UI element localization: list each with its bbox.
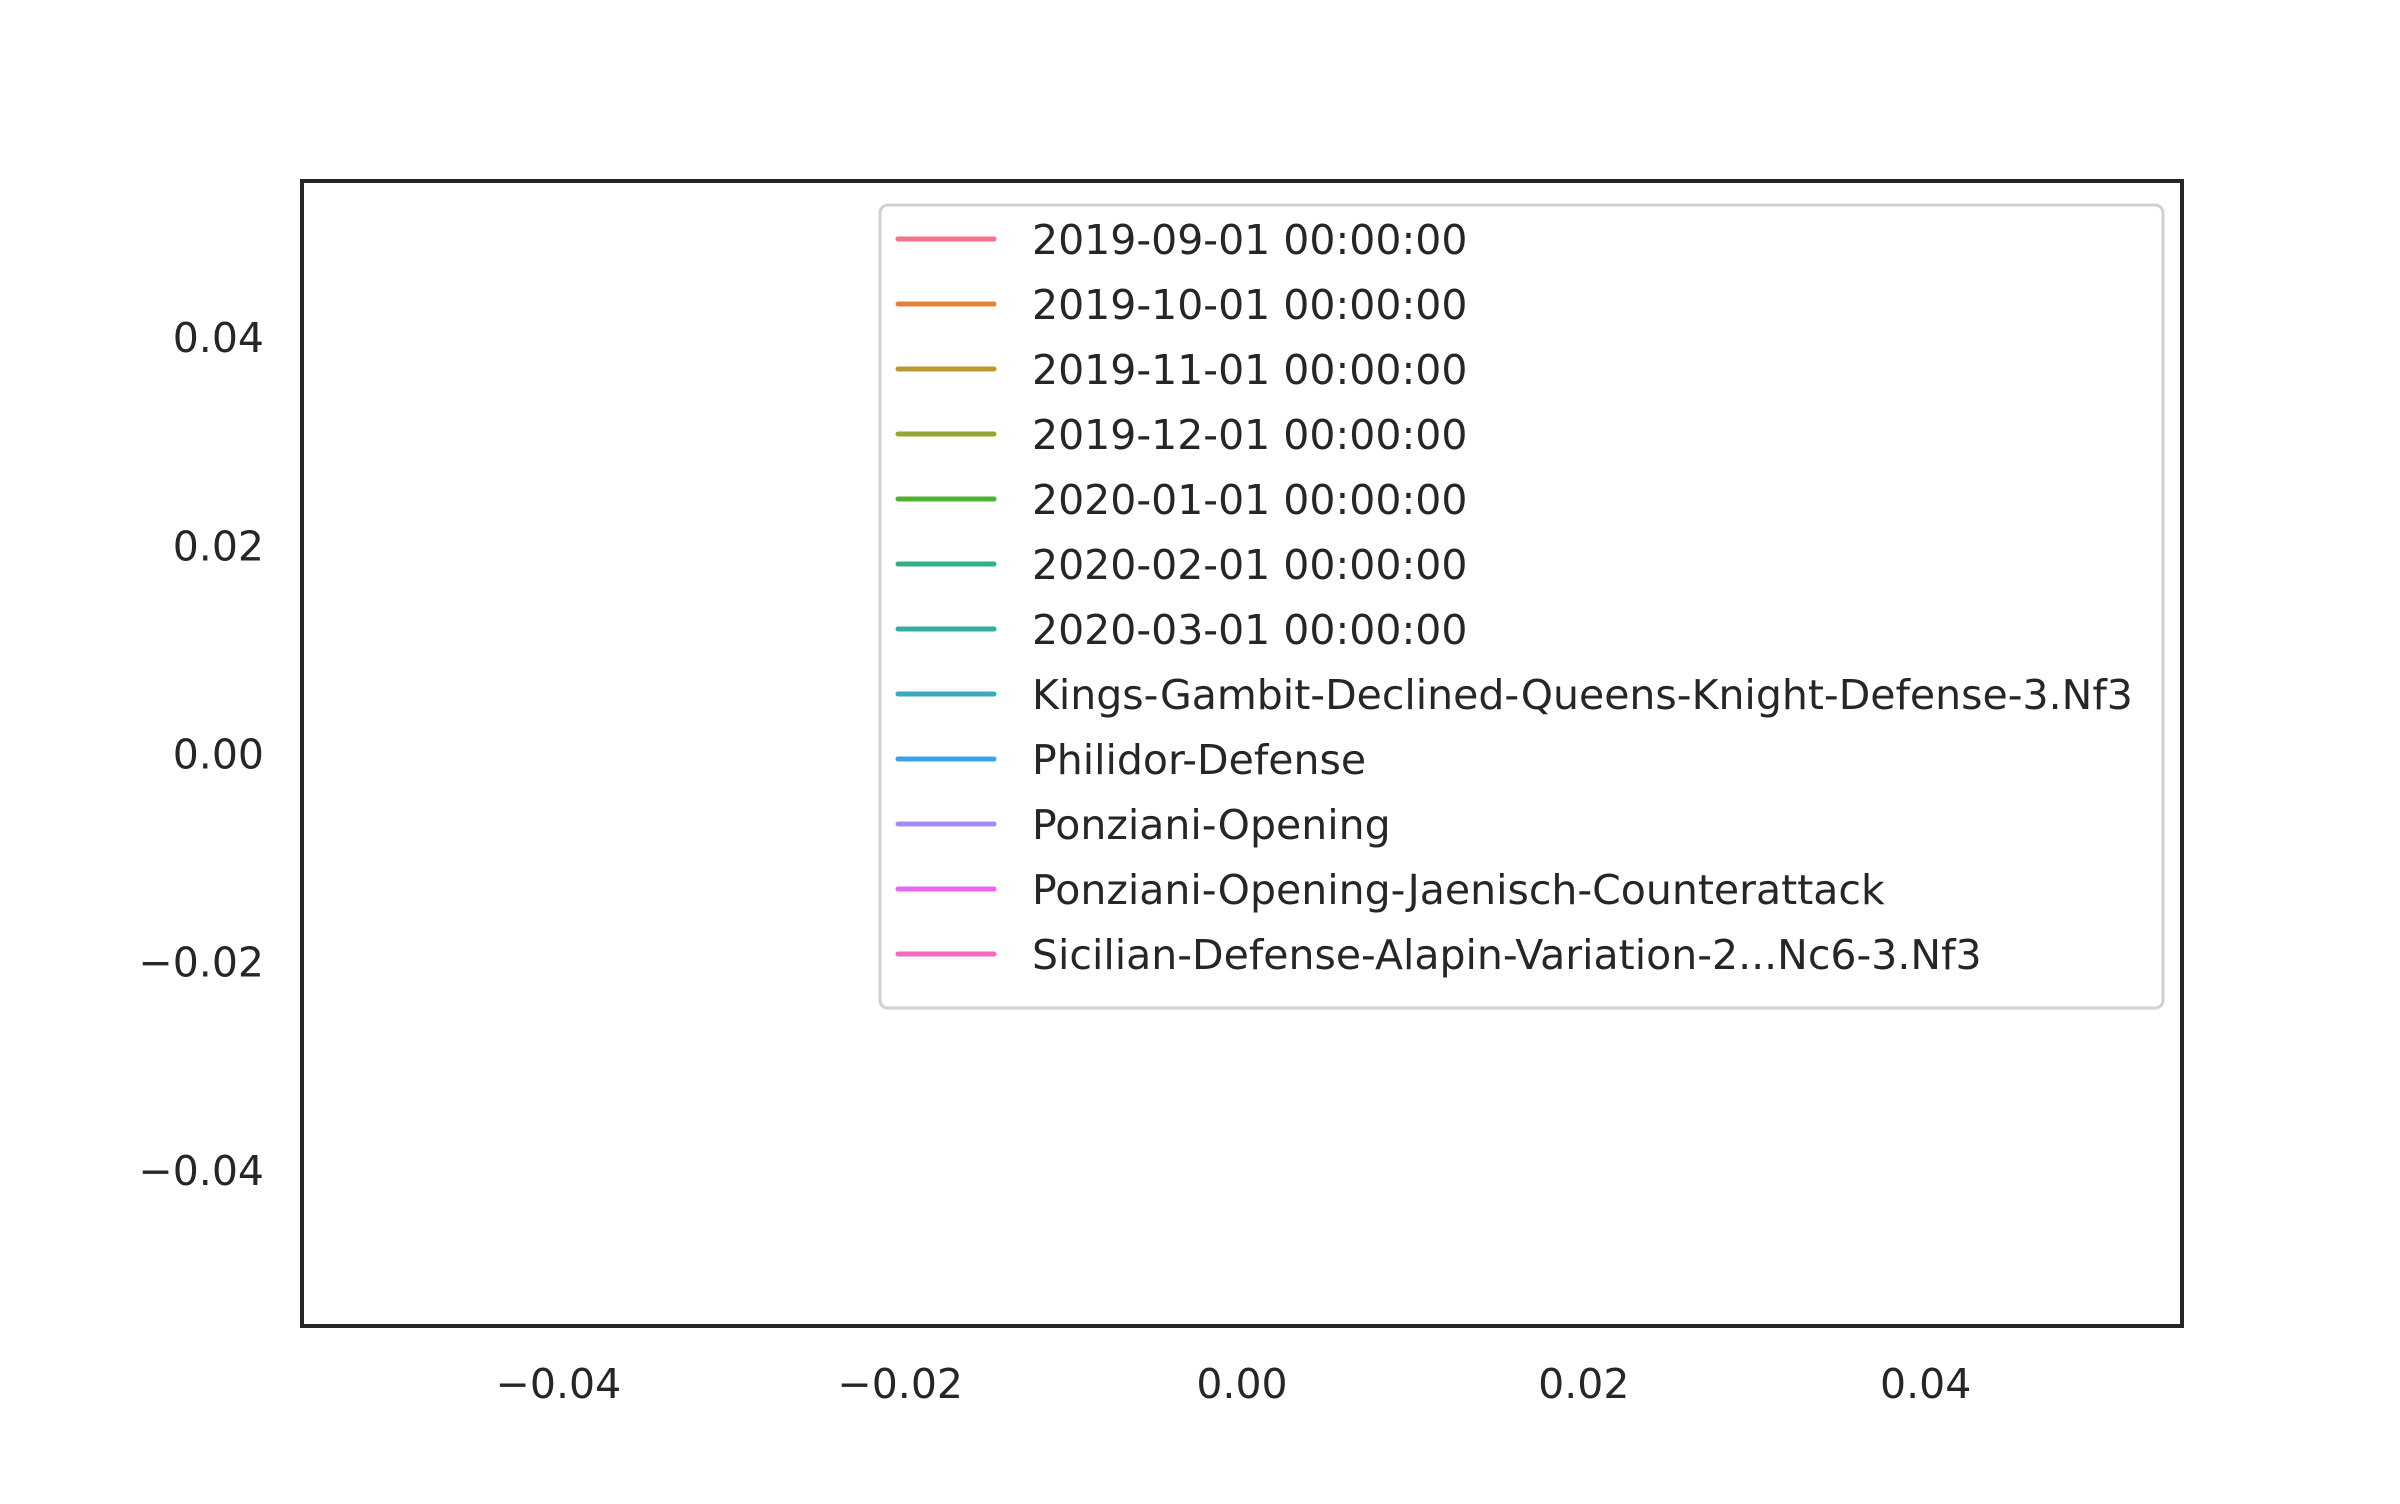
x-tick-label: −0.04	[496, 1360, 622, 1408]
legend-label: 2019-11-01 00:00:00	[1032, 346, 1467, 394]
legend-item: Ponziani-Opening	[895, 801, 1391, 849]
legend-label: 2020-03-01 00:00:00	[1032, 606, 1467, 654]
legend-label: Kings-Gambit-Declined-Queens-Knight-Defe…	[1032, 671, 2133, 719]
legend-label: Ponziani-Opening	[1032, 801, 1391, 849]
x-tick-label: 0.04	[1880, 1360, 1971, 1408]
legend-label: 2019-10-01 00:00:00	[1032, 281, 1467, 329]
y-tick-label: −0.02	[138, 939, 264, 987]
legend-label: 2019-12-01 00:00:00	[1032, 411, 1467, 459]
x-tick-label: −0.02	[837, 1360, 963, 1408]
y-tick-label: −0.04	[138, 1147, 264, 1195]
y-tick-label: 0.02	[173, 522, 264, 570]
legend-item: 2020-02-01 00:00:00	[895, 541, 1467, 589]
axes-frame	[300, 179, 2184, 1328]
legend-item: 2020-03-01 00:00:00	[895, 606, 1467, 654]
legend-label: Ponziani-Opening-Jaenisch-Counterattack	[1032, 866, 1885, 914]
legend-label: Philidor-Defense	[1032, 736, 1366, 784]
legend-box	[878, 203, 2165, 1010]
legend-label: 2020-01-01 00:00:00	[1032, 476, 1467, 524]
legend-item: Sicilian-Defense-Alapin-Variation-2...Nc…	[895, 931, 1982, 979]
legend-item: 2019-11-01 00:00:00	[895, 346, 1467, 394]
legend-item: Ponziani-Opening-Jaenisch-Counterattack	[895, 866, 1885, 914]
x-tick-label: 0.00	[1196, 1360, 1287, 1408]
legend-item: 2019-12-01 00:00:00	[895, 411, 1467, 459]
legend-item: 2019-10-01 00:00:00	[895, 281, 1467, 329]
y-tick-label: 0.04	[173, 314, 264, 362]
legend-item: 2020-01-01 00:00:00	[895, 476, 1467, 524]
legend-item: Philidor-Defense	[895, 736, 1366, 784]
legend-item: Kings-Gambit-Declined-Queens-Knight-Defe…	[895, 671, 2133, 719]
y-axis-ticks: 0.04 0.02 0.00 −0.02 −0.04	[138, 314, 264, 1195]
legend-label: Sicilian-Defense-Alapin-Variation-2...Nc…	[1032, 931, 1982, 979]
legend: 2019-09-01 00:00:00 2019-10-01 00:00:00 20…	[878, 203, 2165, 1010]
legend-item: 2019-09-01 00:00:00	[895, 216, 1467, 264]
legend-label: 2020-02-01 00:00:00	[1032, 541, 1467, 589]
legend-label: 2019-09-01 00:00:00	[1032, 216, 1467, 264]
x-tick-label: 0.02	[1538, 1360, 1629, 1408]
y-tick-label: 0.00	[173, 731, 264, 779]
x-axis-ticks: −0.04 −0.02 0.00 0.02 0.04	[496, 1360, 1972, 1408]
